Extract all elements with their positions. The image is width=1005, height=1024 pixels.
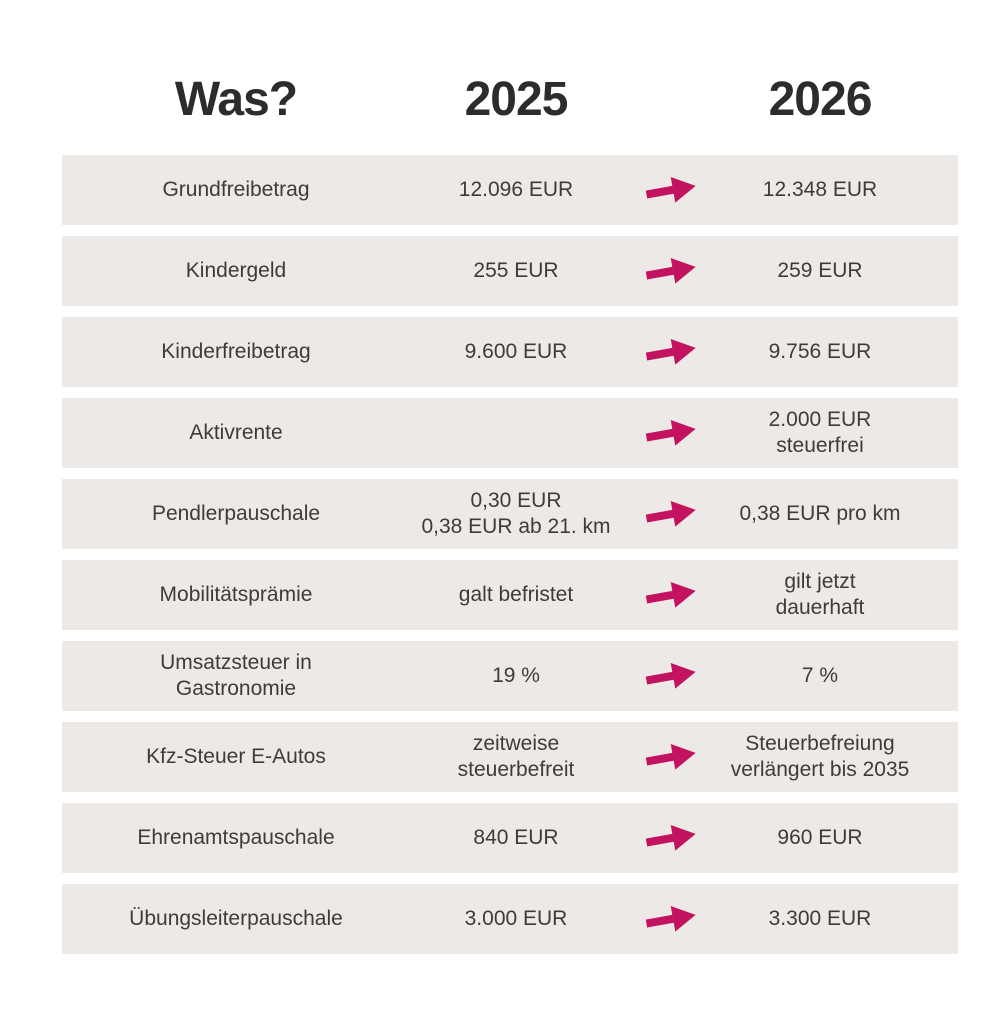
comparison-table: Grundfreibetrag 12.096 EUR 12.348 EUR Ki… xyxy=(62,155,958,954)
arrow-cell xyxy=(622,416,722,450)
row-label: Mobilitätsprämie xyxy=(159,583,313,607)
value-2025: 12.096 EUR xyxy=(458,178,574,202)
row-label: Übungsleiterpauschale xyxy=(129,907,343,931)
header-2026: 2026 xyxy=(768,72,873,126)
arrow-right-icon xyxy=(645,825,696,851)
value-2025: galt befristet xyxy=(458,583,574,607)
row-label: Ehrenamtspauschale xyxy=(137,826,335,850)
arrow-right-icon xyxy=(645,258,696,284)
table-row: Kindergeld 255 EUR 259 EUR xyxy=(62,236,958,306)
table-row: Mobilitätsprämie galt befristet gilt jet… xyxy=(62,560,958,630)
row-label: Kinderfreibetrag xyxy=(161,340,311,364)
arrow-cell xyxy=(622,659,722,693)
arrow-right-icon xyxy=(645,339,696,365)
arrow-right-icon xyxy=(645,663,696,689)
header-2025: 2025 xyxy=(464,72,569,126)
value-2026: 12.348 EUR xyxy=(762,178,878,202)
arrow-cell xyxy=(622,335,722,369)
value-2026: 960 EUR xyxy=(777,826,863,850)
value-2026: 259 EUR xyxy=(777,259,863,283)
row-label: Kindergeld xyxy=(185,259,287,283)
value-2025: 9.600 EUR xyxy=(464,340,568,364)
table-row: Kfz-Steuer E-Autos zeitweise steuerbefre… xyxy=(62,722,958,792)
arrow-right-icon xyxy=(645,177,696,203)
value-2026: 0,38 EUR pro km xyxy=(739,502,901,526)
arrow-cell xyxy=(622,254,722,288)
table-header: Was? 2025 2026 xyxy=(62,64,958,134)
arrow-right-icon xyxy=(645,501,696,527)
row-label: Grundfreibetrag xyxy=(162,178,310,202)
row-label: Pendlerpauschale xyxy=(151,502,321,526)
value-2026: 9.756 EUR xyxy=(768,340,872,364)
row-label: Kfz-Steuer E-Autos xyxy=(146,745,326,769)
table-row: Kinderfreibetrag 9.600 EUR 9.756 EUR xyxy=(62,317,958,387)
arrow-cell xyxy=(622,821,722,855)
arrow-right-icon xyxy=(645,744,696,770)
value-2026: 2.000 EUR steuerfrei xyxy=(768,408,872,457)
arrow-cell xyxy=(622,740,722,774)
value-2026: Steuerbefreiung verlängert bis 2035 xyxy=(730,732,910,781)
table-row: Umsatzsteuer in Gastronomie 19 % 7 % xyxy=(62,641,958,711)
value-2026: 3.300 EUR xyxy=(768,907,872,931)
arrow-right-icon xyxy=(645,582,696,608)
value-2025: zeitweise steuerbefreit xyxy=(457,732,575,781)
table-row: Übungsleiterpauschale 3.000 EUR 3.300 EU… xyxy=(62,884,958,954)
arrow-cell xyxy=(622,173,722,207)
value-2025: 840 EUR xyxy=(473,826,559,850)
value-2025: 255 EUR xyxy=(473,259,559,283)
value-2026: 7 % xyxy=(801,664,839,688)
arrow-right-icon xyxy=(645,906,696,932)
table-row: Pendlerpauschale 0,30 EUR 0,38 EUR ab 21… xyxy=(62,479,958,549)
row-label: Aktivrente xyxy=(189,421,283,445)
arrow-cell xyxy=(622,902,722,936)
value-2025: 0,30 EUR 0,38 EUR ab 21. km xyxy=(421,489,611,538)
header-what: Was? xyxy=(174,72,298,126)
arrow-right-icon xyxy=(645,420,696,446)
value-2025: 19 % xyxy=(492,664,540,688)
table-row: Ehrenamtspauschale 840 EUR 960 EUR xyxy=(62,803,958,873)
table-row: Grundfreibetrag 12.096 EUR 12.348 EUR xyxy=(62,155,958,225)
arrow-cell xyxy=(622,497,722,531)
value-2025: 3.000 EUR xyxy=(464,907,568,931)
row-label: Umsatzsteuer in Gastronomie xyxy=(160,651,312,700)
value-2026: gilt jetzt dauerhaft xyxy=(775,570,865,619)
arrow-cell xyxy=(622,578,722,612)
table-row: Aktivrente 2.000 EUR steuerfrei xyxy=(62,398,958,468)
